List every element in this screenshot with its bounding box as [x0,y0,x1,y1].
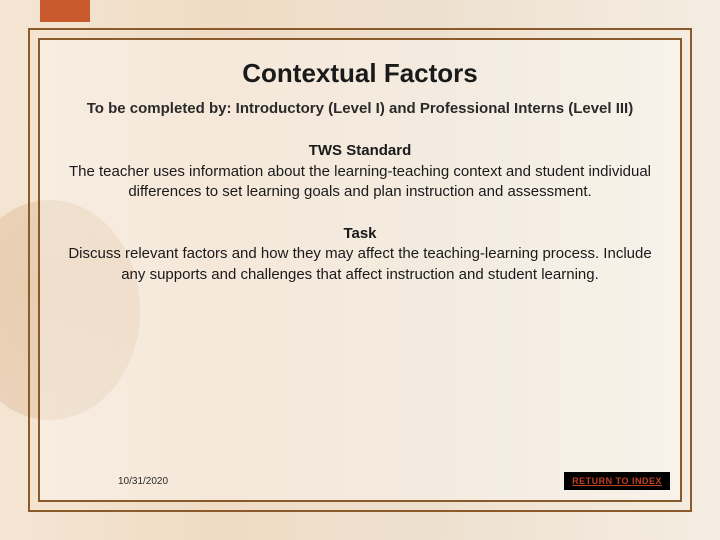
task-heading: Task [68,224,652,244]
return-to-index-link[interactable]: RETURN TO INDEX [564,472,670,490]
slide-date: 10/31/2020 [118,476,168,487]
slide-subtitle: To be completed by: Introductory (Level … [68,99,652,119]
task-body: Discuss relevant factors and how they ma… [68,244,652,285]
outer-frame: Contextual Factors To be completed by: I… [28,28,692,512]
slide-title: Contextual Factors [68,58,652,89]
top-accent-bar [40,0,90,22]
footer-row: 10/31/2020 RETURN TO INDEX [68,472,670,490]
section-task: Task Discuss relevant factors and how th… [68,224,652,285]
tws-heading: TWS Standard [68,141,652,161]
section-tws: TWS Standard The teacher uses informatio… [68,141,652,202]
inner-frame: Contextual Factors To be completed by: I… [38,38,682,502]
tws-body: The teacher uses information about the l… [68,162,652,203]
